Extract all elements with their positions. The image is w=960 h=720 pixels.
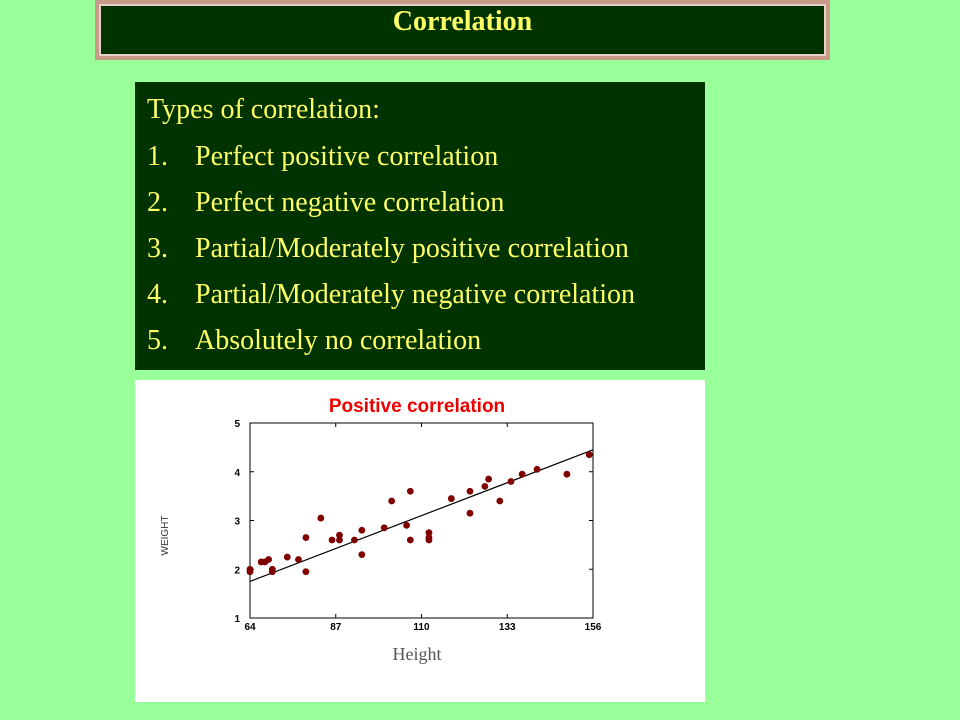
x-tick-label: 87	[330, 622, 342, 633]
page-title: Correlation	[392, 6, 533, 37]
data-point	[425, 536, 433, 544]
list-item-label: Partial/Moderately negative correlation	[195, 279, 636, 310]
data-point	[406, 487, 414, 495]
list-item: 1. Perfect positive correlation	[147, 134, 693, 180]
data-point	[481, 482, 489, 490]
list-item-number: 3.	[147, 233, 168, 264]
y-axis-label: WEIGHT	[160, 516, 171, 556]
list-item: 3. Partial/Moderately positive correlatio…	[147, 226, 693, 272]
scatter-chart: Positive correlation 64 87 110 133 156 1 2 3 4 5…	[160, 396, 602, 664]
x-tick-label: 133	[499, 622, 516, 633]
list-item-number: 4.	[147, 279, 168, 310]
title-bar: Correlation	[95, 0, 830, 60]
trend-line	[249, 449, 594, 582]
data-point	[485, 475, 493, 483]
types-panel: Types of correlation: 1. Perfect positive…	[135, 82, 705, 370]
data-point	[302, 534, 310, 541]
data-point	[507, 478, 515, 485]
data-point	[350, 536, 358, 544]
list-item-label: Absolutely no correlation	[195, 325, 482, 356]
list-item-number: 2.	[147, 187, 168, 218]
data-point	[358, 526, 366, 534]
types-heading: Types of correlation:	[147, 94, 380, 125]
x-tick-label: 64	[244, 622, 256, 633]
data-point	[447, 495, 455, 502]
data-point	[358, 551, 366, 559]
data-point	[403, 521, 410, 529]
plot-frame	[249, 422, 594, 619]
list-item: 4. Partial/Moderately negative correlatio…	[147, 272, 693, 318]
data-point	[518, 470, 526, 478]
data-point	[563, 470, 571, 478]
data-point	[466, 487, 474, 495]
data-point	[380, 524, 388, 532]
x-axis: 64 87 110 133 156	[244, 423, 602, 633]
data-point	[302, 568, 310, 576]
list-item-label: Partial/Moderately positive correlation	[195, 233, 629, 264]
chart-panel: Positive correlation 64 87 110 133 156 1 2 3 4 5…	[135, 380, 705, 702]
y-tick-label: 4	[234, 468, 240, 479]
data-point	[425, 529, 433, 537]
data-point	[466, 509, 474, 517]
list-item-label: Perfect positive correlation	[195, 141, 499, 172]
data-point	[328, 536, 336, 544]
x-tick-label: 110	[413, 622, 430, 633]
data-point	[265, 556, 273, 563]
data-point	[388, 497, 396, 505]
y-axis: 1 2 3 4 5	[234, 419, 593, 625]
y-tick-label: 1	[234, 614, 240, 625]
data-point	[533, 465, 541, 473]
data-point	[585, 451, 593, 459]
list-item-label: Perfect negative correlation	[195, 187, 505, 218]
y-tick-label: 5	[234, 419, 240, 430]
list-item: 2. Perfect negative correlation	[147, 180, 693, 226]
y-tick-label: 3	[234, 517, 240, 528]
title-inner: Correlation	[99, 4, 826, 56]
list-item-number: 1.	[147, 141, 168, 172]
y-tick-label: 2	[234, 565, 240, 576]
list-item-number: 5.	[147, 325, 168, 356]
data-point	[283, 553, 291, 561]
data-point	[317, 514, 325, 522]
types-list: 1. Perfect positive correlation 2. Perfect…	[147, 134, 693, 364]
data-point	[268, 568, 276, 576]
data-point	[246, 565, 254, 573]
data-point	[336, 531, 343, 539]
list-item: 5. Absolutely no correlation	[147, 318, 693, 364]
chart-title: Positive correlation	[329, 396, 505, 417]
x-axis-label: Height	[393, 644, 442, 664]
data-point	[496, 497, 504, 505]
x-tick-label: 156	[585, 622, 602, 633]
data-point	[336, 536, 343, 544]
data-points	[246, 451, 593, 576]
data-point	[406, 536, 414, 544]
data-point	[295, 556, 302, 563]
